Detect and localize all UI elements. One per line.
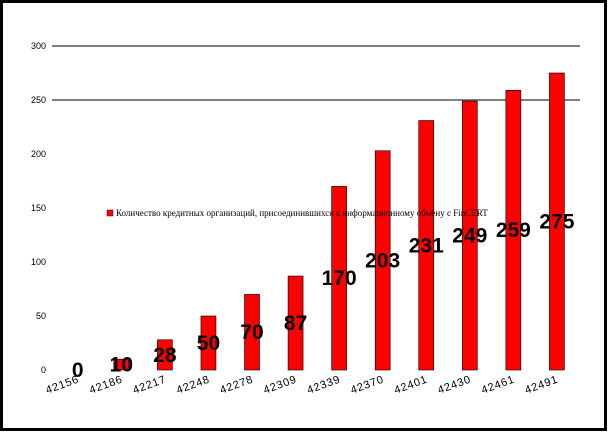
bar bbox=[157, 339, 173, 371]
bars bbox=[113, 72, 565, 371]
data-label: 70 bbox=[240, 321, 263, 344]
bar bbox=[505, 89, 522, 371]
y-tick-label: 150 bbox=[31, 203, 46, 213]
y-tick-label: 200 bbox=[31, 149, 46, 159]
data-labels: 0 10 28 50 70 87 170 203 231 249 259 275 bbox=[72, 211, 575, 383]
bar bbox=[549, 72, 565, 371]
legend-swatch bbox=[106, 209, 114, 217]
bar bbox=[374, 150, 391, 371]
data-label: 0 bbox=[72, 359, 84, 382]
data-label: 231 bbox=[409, 234, 444, 257]
y-tick-label: 0 bbox=[41, 365, 46, 375]
data-label: 249 bbox=[452, 225, 487, 248]
data-label: 170 bbox=[322, 267, 357, 290]
bar bbox=[287, 275, 304, 371]
y-axis-ticks: 300 250 200 150 100 50 0 bbox=[31, 41, 46, 375]
bar bbox=[462, 100, 478, 371]
y-tick-label: 100 bbox=[31, 257, 46, 267]
data-label: 50 bbox=[197, 332, 220, 355]
data-label: 275 bbox=[539, 211, 574, 234]
bar bbox=[418, 120, 435, 371]
y-tick-label: 300 bbox=[31, 41, 46, 51]
bar bbox=[244, 294, 260, 371]
data-label: 28 bbox=[153, 344, 177, 367]
bar bbox=[331, 186, 347, 371]
data-label: 10 bbox=[110, 354, 133, 377]
bar bbox=[200, 315, 217, 371]
y-tick-label: 250 bbox=[31, 95, 46, 105]
y-tick-label: 50 bbox=[36, 311, 46, 321]
data-label: 87 bbox=[284, 312, 307, 335]
legend-label: Количество кредитных организаций, присое… bbox=[116, 208, 488, 218]
bar bbox=[113, 358, 130, 371]
data-label: 203 bbox=[365, 249, 400, 272]
legend: Количество кредитных организаций, присое… bbox=[106, 208, 488, 218]
gridlines bbox=[52, 45, 580, 101]
data-label: 259 bbox=[496, 219, 531, 242]
